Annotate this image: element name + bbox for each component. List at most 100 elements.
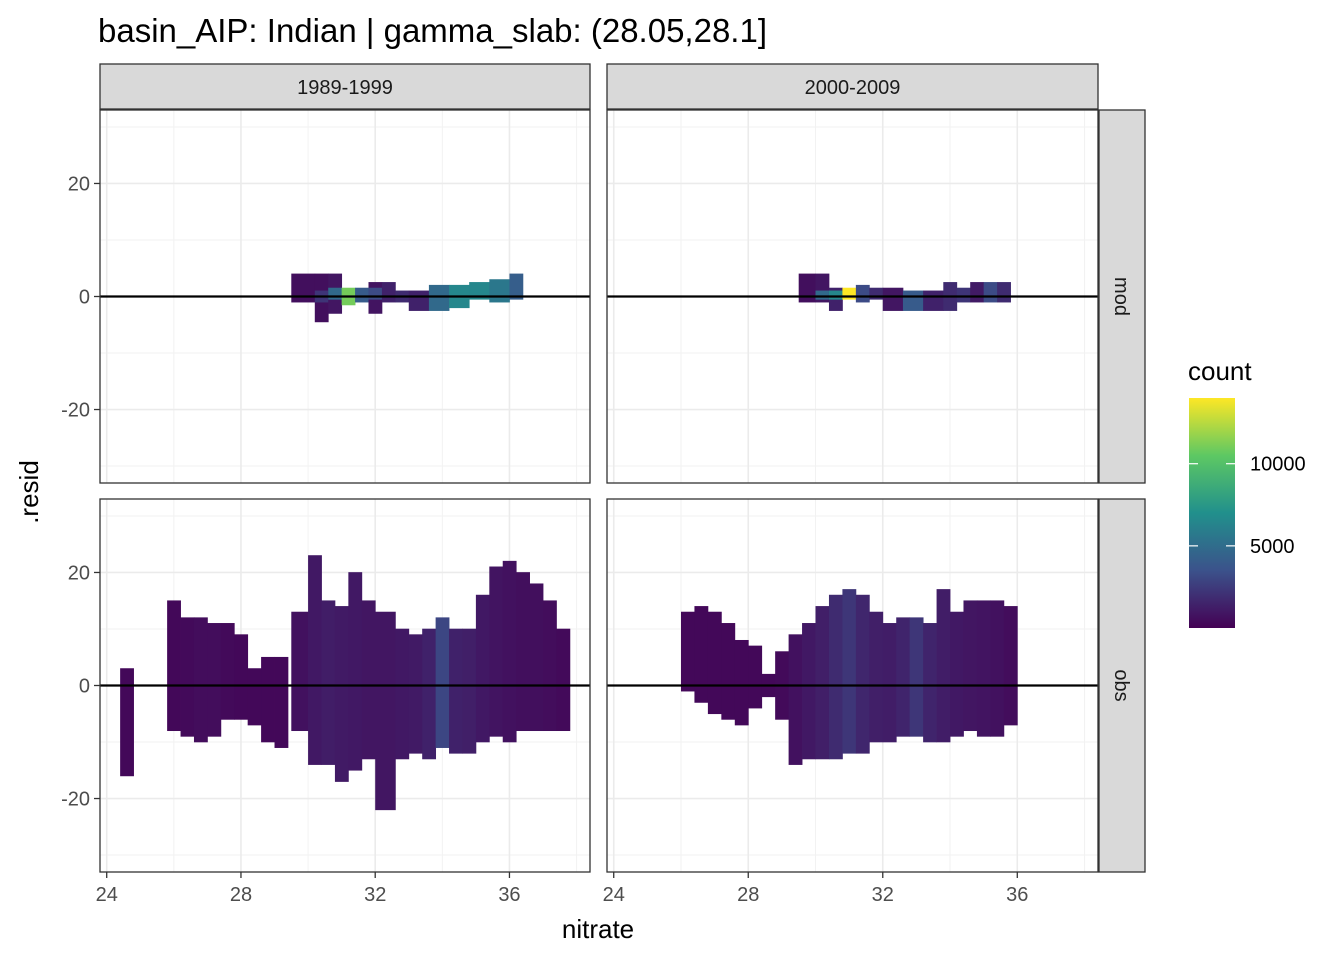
x-tick-label: 36 — [1006, 884, 1028, 906]
heatmap-bin — [748, 645, 763, 709]
heatmap-bin — [395, 628, 410, 760]
heatmap-bin — [193, 617, 208, 743]
heatmap-bin — [328, 287, 343, 300]
heatmap-bin — [502, 560, 517, 743]
heatmap-bin — [207, 623, 222, 737]
heatmap-bin — [990, 600, 1005, 737]
heatmap-bin — [802, 623, 816, 760]
heatmap-bin — [882, 287, 904, 311]
heatmap-bin — [869, 611, 884, 743]
heatmap-bin — [355, 287, 369, 303]
heatmap-bin — [375, 611, 396, 811]
heatmap-bin — [855, 284, 870, 303]
heatmap-bin — [428, 284, 450, 311]
panel-border — [606, 498, 1099, 873]
facet-strip-row — [1098, 109, 1146, 484]
heatmap-bin — [855, 594, 870, 754]
heatmap-bin — [291, 611, 309, 732]
x-tick-label: 32 — [364, 884, 386, 906]
heatmap-bin — [247, 668, 262, 726]
heatmap-bin — [274, 656, 289, 748]
heatmap-bin — [361, 600, 376, 760]
heatmap-bin — [923, 623, 937, 743]
heatmap-bin — [721, 623, 736, 720]
chart-title: basin_AIP: Indian | gamma_slab: (28.05,2… — [98, 12, 767, 49]
heatmap-bin — [976, 600, 991, 737]
facet-strip-column — [99, 63, 591, 110]
heatmap-bin — [120, 668, 134, 777]
heatmap-bin — [348, 572, 363, 771]
heatmap-bin — [842, 287, 857, 300]
heatmap-bin — [381, 282, 396, 303]
heatmap-bin — [422, 628, 437, 760]
legend-tick-label: 10000 — [1250, 454, 1306, 476]
heatmap-bin — [950, 611, 964, 737]
panels-layer: 1989-1999 2000-2009 mod obs -20 0 20 -20 0 20 24 28… — [61, 63, 1146, 906]
heatmap-bin — [902, 290, 924, 311]
facet-label-row: obs — [1110, 669, 1132, 701]
heatmap-bin — [909, 617, 924, 737]
y-axis-label: .resid — [14, 460, 44, 524]
heatmap-bin — [983, 282, 998, 303]
heatmap-bin — [435, 617, 450, 748]
facet-panel — [99, 498, 591, 873]
heatmap-bin — [734, 639, 749, 726]
heatmap-bin — [261, 656, 275, 743]
heatmap-bin — [220, 623, 235, 720]
y-tick-label: 20 — [68, 562, 90, 584]
heatmap-bin — [291, 273, 316, 303]
heatmap-bin — [997, 282, 1011, 303]
y-tick-label: 20 — [68, 173, 90, 195]
heatmap-bin — [936, 589, 951, 743]
y-tick-label: 0 — [79, 287, 90, 309]
x-tick-label: 24 — [603, 884, 625, 906]
heatmap-bin — [1003, 606, 1018, 726]
heatmap-bin — [923, 290, 944, 311]
heatmap-bin — [882, 623, 897, 743]
heatmap-bin — [529, 583, 544, 732]
heatmap-bin — [408, 290, 430, 311]
facet-panel — [606, 109, 1099, 484]
heatmap-bin — [462, 628, 477, 754]
heatmap-bin — [970, 282, 985, 303]
facet-panel — [99, 109, 591, 484]
legend-title: count — [1188, 356, 1252, 386]
legend-tick-label: 5000 — [1250, 536, 1295, 558]
x-tick-label: 24 — [96, 884, 118, 906]
heatmap-bin — [896, 617, 911, 737]
heatmap-bin — [449, 628, 463, 754]
heatmap-bin — [815, 606, 830, 760]
heatmap-bin — [308, 555, 322, 765]
x-tick-label: 32 — [872, 884, 894, 906]
heatmap-bin — [869, 287, 884, 300]
x-tick-label: 28 — [737, 884, 759, 906]
heatmap-bin — [489, 566, 504, 737]
heatmap-bin — [167, 600, 181, 732]
panel-border — [606, 109, 1099, 484]
heatmap-bin — [489, 279, 510, 303]
color-legend: count 5000 10000 — [1188, 356, 1306, 628]
legend-colorbar — [1189, 398, 1235, 628]
heatmap-bin — [680, 611, 695, 692]
heatmap-bin — [815, 290, 830, 300]
heatmap-bin — [408, 634, 423, 754]
heatmap-bin — [234, 634, 249, 720]
heatmap-bin — [828, 594, 843, 760]
heatmap-bin — [788, 634, 803, 765]
y-tick-label: 0 — [79, 676, 90, 698]
heatmap-bin — [180, 617, 195, 737]
heatmap-bin — [828, 290, 843, 300]
heatmap-bin — [368, 287, 383, 300]
x-axis-label: nitrate — [562, 914, 634, 944]
facet-panel — [606, 498, 1099, 873]
heatmap-bin — [509, 273, 524, 300]
heatmap-bin — [798, 273, 816, 303]
heatmap-bin — [707, 611, 722, 715]
facet-label-column: 2000-2009 — [805, 77, 901, 99]
heatmap-bin — [556, 628, 571, 732]
heatmap-bin — [842, 589, 857, 754]
x-tick-label: 36 — [498, 884, 520, 906]
y-tick-label: -20 — [61, 789, 90, 811]
facet-label-row: mod — [1110, 277, 1132, 316]
